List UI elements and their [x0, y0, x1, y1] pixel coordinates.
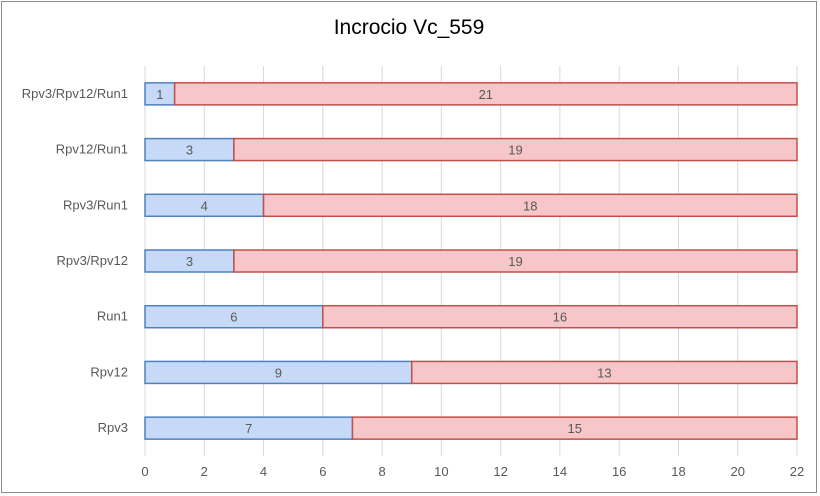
bar-segment: [233, 249, 798, 273]
bar-segment: [410, 360, 798, 385]
bar-segment: [351, 416, 798, 440]
category-label: Rpv12/Run1: [56, 142, 128, 157]
category-label: Rpv3: [98, 420, 128, 435]
category-label: Rpv3/Rpv12: [56, 253, 128, 268]
x-tick-label: 0: [141, 464, 148, 479]
x-tick-label: 14: [553, 464, 567, 479]
category-label: Rpv12: [90, 364, 128, 379]
data-label: 15: [567, 421, 581, 436]
x-tick-label: 18: [671, 464, 685, 479]
x-tick-label: 16: [612, 464, 626, 479]
bar-segment: [233, 137, 798, 162]
x-tick-label: 8: [378, 464, 385, 479]
data-label: 13: [597, 365, 611, 380]
data-label: 21: [479, 87, 493, 102]
x-tick-label: 12: [493, 464, 507, 479]
x-tick-label: 10: [434, 464, 448, 479]
data-label: 3: [186, 254, 193, 269]
x-tick-label: 6: [319, 464, 326, 479]
data-label: 16: [553, 310, 567, 325]
data-label: 4: [201, 198, 208, 213]
data-label: 1: [156, 87, 163, 102]
category-label: Run1: [97, 309, 128, 324]
data-label: 3: [186, 143, 193, 158]
bar-segment: [322, 304, 798, 329]
data-label: 7: [245, 421, 252, 436]
x-tick-label: 22: [790, 464, 804, 479]
data-label: 9: [275, 365, 282, 380]
data-label: 19: [508, 254, 522, 269]
data-label: 18: [523, 198, 537, 213]
chart-title: Incrocio Vc_559: [333, 16, 485, 39]
x-tick-label: 20: [730, 464, 744, 479]
bar-segment: [173, 82, 798, 106]
data-label: 19: [508, 143, 522, 158]
data-label: 6: [230, 310, 237, 325]
x-tick-label: 2: [201, 464, 208, 479]
bar-segment: [262, 193, 798, 218]
x-tick-label: 4: [260, 464, 267, 479]
category-label: Rpv3/Run1: [63, 197, 128, 212]
category-label: Rpv3/Rpv12/Run1: [22, 86, 128, 101]
